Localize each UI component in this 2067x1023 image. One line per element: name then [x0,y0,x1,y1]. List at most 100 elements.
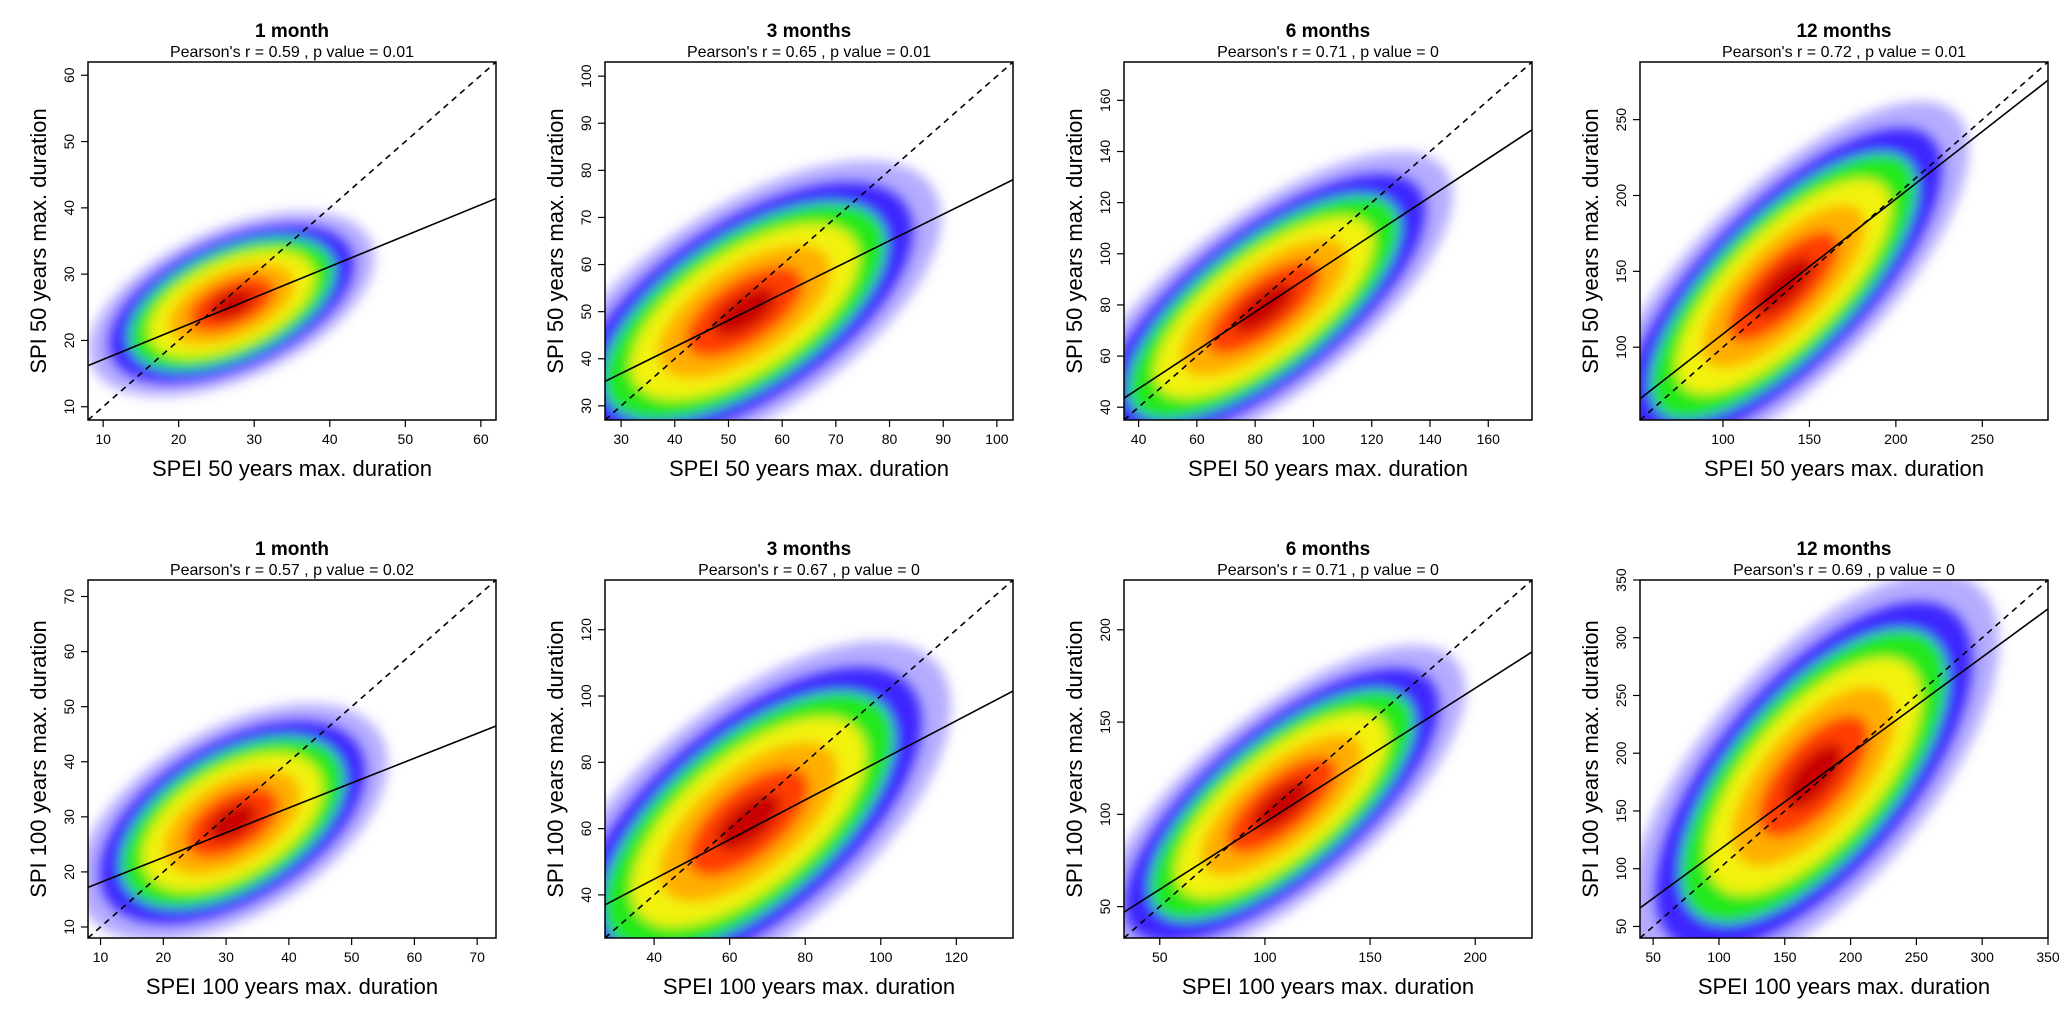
y-tick-label: 200 [1613,741,1629,765]
plot-frame [1639,579,2049,939]
x-axis-label: SPEI 100 years max. duration [1182,974,1474,999]
x-axis-label: SPEI 100 years max. duration [1698,974,1990,999]
y-tick-label: 20 [61,332,77,348]
density-level [716,793,781,851]
y-tick-label: 50 [1097,899,1113,915]
density-cloud [88,703,388,938]
y-tick-label: 150 [1613,799,1629,823]
regression-line [88,197,496,367]
x-tick-label: 150 [1798,431,1822,447]
identity-line [1124,62,1532,420]
y-tick-label: 30 [578,398,594,414]
identity-line [1124,580,1532,938]
regression-line [88,725,496,889]
y-axis-label: SPI 50 years max. duration [26,108,51,373]
y-tick-label: 70 [578,209,594,225]
y-tick-label: 100 [1097,242,1113,266]
x-tick-label: 80 [882,431,898,447]
x-tick-label: 100 [985,431,1009,447]
y-tick-label: 100 [1613,857,1629,881]
x-tick-label: 350 [2036,949,2060,965]
y-tick-label: 60 [578,257,594,273]
x-tick-label: 70 [828,431,844,447]
panel-subtitle: Pearson's r = 0.57 , p value = 0.02 [170,562,414,579]
y-axis-label: SPI 100 years max. duration [1062,620,1087,898]
y-tick-label: 100 [578,64,594,88]
x-axis-label: SPEI 50 years max. duration [1188,456,1468,481]
y-tick-label: 60 [61,67,77,83]
x-tick-label: 80 [1247,431,1263,447]
panel-title: 1 month [255,21,329,42]
panel-title: 3 months [767,539,851,560]
panel-subtitle: Pearson's r = 0.67 , p value = 0 [698,562,920,579]
y-tick-label: 250 [1613,684,1629,708]
identity-line [1640,580,2048,938]
x-tick-label: 40 [322,431,338,447]
y-tick-label: 200 [1613,184,1629,208]
x-tick-label: 200 [1839,949,1863,965]
y-tick-label: 60 [61,644,77,660]
x-axis-label: SPEI 100 years max. duration [146,974,438,999]
x-axis-label: SPEI 100 years max. duration [663,974,955,999]
panel-title: 12 months [1796,539,1891,560]
panel-title: 1 month [255,539,329,560]
panel-subtitle: Pearson's r = 0.65 , p value = 0.01 [687,44,931,61]
y-tick-label: 40 [1097,399,1113,415]
y-tick-label: 120 [578,618,594,642]
panel-title: 6 months [1286,539,1370,560]
density-cloud [605,641,951,938]
y-tick-label: 140 [1097,140,1113,164]
identity-line [605,580,1013,938]
regression-line [1640,608,2048,909]
plot-frame [1639,61,2049,421]
y-axis-label: SPI 50 years max. duration [1578,108,1603,373]
y-axis-label: SPI 100 years max. duration [543,620,568,898]
y-tick-label: 150 [1097,710,1113,734]
y-tick-label: 100 [578,684,594,708]
x-tick-label: 60 [774,431,790,447]
y-tick-label: 50 [578,304,594,320]
identity-line [88,62,496,420]
x-tick-label: 30 [246,431,262,447]
y-tick-label: 300 [1613,626,1629,650]
x-tick-label: 80 [797,949,813,965]
y-tick-label: 90 [578,115,594,131]
x-tick-label: 40 [646,949,662,965]
y-tick-label: 40 [578,351,594,367]
x-tick-label: 250 [1971,431,1995,447]
x-tick-label: 150 [1773,949,1797,965]
chart-panel: 40 60 80 100 120 40 60 80 100 120 3 months Pearson'… [543,539,1014,999]
y-tick-label: 60 [578,821,594,837]
panel-subtitle: Pearson's r = 0.59 , p value = 0.01 [170,44,414,61]
y-tick-label: 80 [1097,297,1113,313]
regression-line [605,690,1013,906]
chart-panel: 30 40 50 60 70 80 90 100 30 40 50 60 70 80 90 100 3 mont… [543,21,1014,481]
identity-line [1640,62,2048,420]
x-tick-label: 40 [281,949,297,965]
x-tick-label: 100 [1302,431,1326,447]
density-level [1784,743,1844,809]
x-tick-label: 60 [1189,431,1205,447]
x-tick-label: 30 [613,431,629,447]
plot-frame [87,579,497,939]
x-tick-label: 50 [721,431,737,447]
plot-frame [604,61,1014,421]
plot-frame [1123,579,1533,939]
panel-title: 6 months [1286,21,1370,42]
y-tick-label: 40 [61,200,77,216]
x-tick-label: 20 [156,949,172,965]
chart-panel: 10 20 30 40 50 60 10 20 30 40 50 60 1 month Pearson's… [26,21,497,481]
x-axis-label: SPEI 50 years max. duration [152,456,432,481]
x-tick-label: 60 [407,949,423,965]
x-tick-label: 50 [344,949,360,965]
y-axis-label: SPI 50 years max. duration [1062,108,1087,373]
panel-subtitle: Pearson's r = 0.71 , p value = 0 [1217,44,1439,61]
y-tick-label: 200 [1097,618,1113,642]
y-tick-label: 250 [1613,108,1629,132]
x-tick-label: 120 [1360,431,1384,447]
y-tick-label: 100 [1613,335,1629,359]
y-axis-label: SPI 100 years max. duration [26,620,51,898]
x-tick-label: 40 [667,431,683,447]
chart-panel: 10 20 30 40 50 60 70 10 20 30 40 50 60 70 1 month Pears… [26,539,497,999]
